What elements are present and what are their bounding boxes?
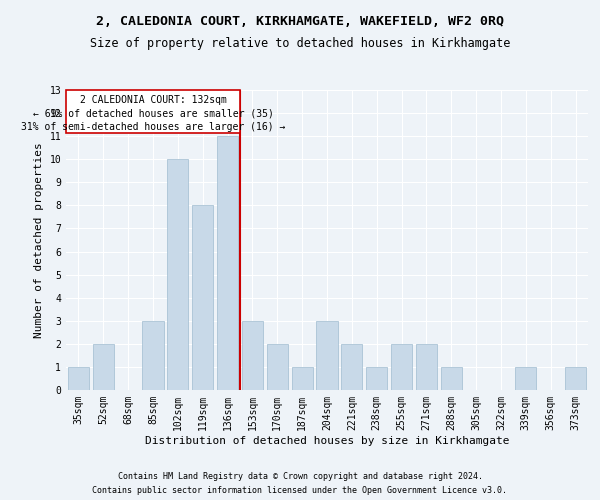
Bar: [93, 344, 114, 390]
Bar: [316, 321, 338, 390]
FancyBboxPatch shape: [66, 90, 240, 132]
Text: Size of property relative to detached houses in Kirkhamgate: Size of property relative to detached ho…: [90, 38, 510, 51]
Text: 2, CALEDONIA COURT, KIRKHAMGATE, WAKEFIELD, WF2 0RQ: 2, CALEDONIA COURT, KIRKHAMGATE, WAKEFIE…: [96, 15, 504, 28]
Bar: [167, 159, 188, 390]
Bar: [68, 367, 89, 390]
X-axis label: Distribution of detached houses by size in Kirkhamgate: Distribution of detached houses by size …: [145, 436, 509, 446]
Bar: [441, 367, 462, 390]
Bar: [192, 206, 213, 390]
Bar: [391, 344, 412, 390]
Bar: [515, 367, 536, 390]
Text: ← 69% of detached houses are smaller (35): ← 69% of detached houses are smaller (35…: [32, 108, 274, 118]
Bar: [142, 321, 164, 390]
Bar: [217, 136, 238, 390]
Bar: [242, 321, 263, 390]
Text: Contains public sector information licensed under the Open Government Licence v3: Contains public sector information licen…: [92, 486, 508, 495]
Bar: [416, 344, 437, 390]
Bar: [366, 367, 387, 390]
Bar: [341, 344, 362, 390]
Text: 2 CALEDONIA COURT: 132sqm: 2 CALEDONIA COURT: 132sqm: [80, 95, 226, 105]
Text: 31% of semi-detached houses are larger (16) →: 31% of semi-detached houses are larger (…: [21, 122, 285, 132]
Text: Contains HM Land Registry data © Crown copyright and database right 2024.: Contains HM Land Registry data © Crown c…: [118, 472, 482, 481]
Bar: [292, 367, 313, 390]
Bar: [267, 344, 288, 390]
Y-axis label: Number of detached properties: Number of detached properties: [34, 142, 44, 338]
Bar: [565, 367, 586, 390]
